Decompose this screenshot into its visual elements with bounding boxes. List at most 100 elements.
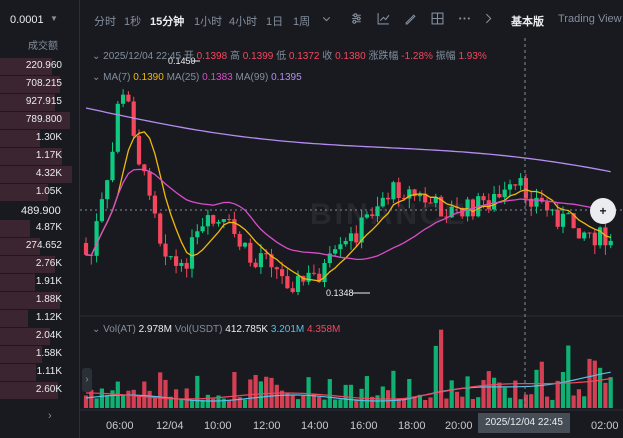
volume-bar: [147, 390, 152, 408]
volume-bar: [566, 345, 571, 408]
interval-tab[interactable]: 1小时: [194, 16, 223, 28]
orderbook-row[interactable]: 1.11K: [0, 364, 80, 381]
candle-body: [105, 180, 110, 200]
candle-body: [290, 288, 295, 292]
chart-area[interactable]: BINANCE 0.1450 0.1348 ⌄ 2025/12/04 22:45 …: [80, 38, 623, 438]
candle-body: [269, 254, 274, 268]
x-tick-label: 20:00: [445, 420, 473, 432]
chevron-down-icon[interactable]: [320, 12, 333, 25]
orderbook-row[interactable]: 1.91K: [0, 274, 80, 291]
orderbook-volume: 1.58K: [35, 348, 62, 359]
depth-bar: [0, 58, 52, 75]
depth-bar: [0, 292, 60, 309]
more-icon[interactable]: [458, 12, 471, 25]
candle-body: [174, 256, 179, 266]
volume-bar: [507, 397, 513, 408]
interval-tab[interactable]: 1周: [293, 16, 311, 28]
interval-tab[interactable]: 分时: [94, 16, 116, 28]
volume-bar: [380, 386, 385, 408]
ma25-label: MA(25): [166, 72, 200, 83]
candle-body: [375, 206, 380, 217]
orderbook-row[interactable]: 1.88K: [0, 292, 80, 309]
interval-tab[interactable]: 4小时: [229, 16, 258, 28]
amp-label: 振幅: [435, 51, 456, 62]
candle-body: [338, 244, 343, 250]
chevron-right-icon[interactable]: ›: [48, 410, 52, 422]
orderbook-volume: 789.800: [25, 114, 62, 125]
orderbook-row[interactable]: 2.76K: [0, 256, 80, 273]
candle-body: [582, 232, 587, 239]
x-tick-label: 12/04: [156, 420, 184, 432]
low-marker-label: 0.1348: [326, 288, 354, 298]
orderbook-row[interactable]: 927.915: [0, 94, 80, 111]
volume-bar: [545, 396, 550, 408]
chevron-down-icon[interactable]: ▼: [50, 14, 58, 23]
chevron-down-icon[interactable]: ⌄: [92, 51, 101, 62]
candle-body: [492, 194, 497, 210]
precision-select[interactable]: 0.0001: [10, 14, 44, 26]
scroll-left-handle[interactable]: ›: [82, 368, 92, 392]
volume-bar: [327, 379, 332, 408]
orderbook-row[interactable]: 708.215: [0, 76, 80, 93]
layout-icon[interactable]: [431, 12, 444, 25]
orderbook-row[interactable]: 274.652: [0, 238, 80, 255]
candle-body: [242, 242, 248, 247]
candle-body: [449, 206, 454, 218]
candle-body: [380, 197, 385, 207]
candle-body: [152, 195, 157, 214]
volume-bar: [227, 399, 232, 408]
volume-bar: [513, 380, 518, 408]
interval-tab-active[interactable]: 15分钟: [150, 16, 185, 28]
candle-body: [311, 272, 316, 274]
indicator-icon[interactable]: [377, 12, 390, 25]
volume-bar: [200, 399, 205, 408]
orderbook-row[interactable]: 1.17K: [0, 148, 80, 165]
chevron-down-icon[interactable]: ⌄: [92, 324, 101, 335]
candle-body: [189, 237, 195, 269]
orderbook-row[interactable]: 1.05K: [0, 184, 80, 201]
candle-body: [184, 262, 189, 269]
view-tradingview-tab[interactable]: Trading View: [558, 13, 622, 25]
orderbook-row[interactable]: 1.30K: [0, 130, 80, 147]
volume-bar: [189, 399, 195, 408]
orderbook-volume: 4.87K: [35, 222, 62, 233]
orderbook-row[interactable]: 1.58K: [0, 346, 80, 363]
draw-icon[interactable]: [404, 12, 417, 25]
view-basic-tab[interactable]: 基本版: [511, 16, 544, 28]
orderbook-row[interactable]: 220.960: [0, 58, 80, 75]
volume-bar: [348, 384, 354, 408]
orderbook-row[interactable]: 2.04K: [0, 328, 80, 345]
orderbook-row[interactable]: 4.32K: [0, 166, 80, 183]
volume-bar: [232, 371, 237, 408]
candle-body: [205, 215, 210, 227]
orderbook-row[interactable]: 1.12K: [0, 310, 80, 327]
orderbook-volume: 1.88K: [35, 294, 62, 305]
orderbook-row[interactable]: 789.800: [0, 112, 80, 129]
interval-tab[interactable]: 1日: [266, 16, 284, 28]
volume-bar: [168, 396, 173, 408]
volume-bar: [603, 382, 608, 408]
volume-bar: [317, 396, 322, 408]
ma-legend: ⌄ MA(7) 0.1390 MA(25) 0.1383 MA(99) 0.13…: [92, 72, 302, 83]
settings-icon[interactable]: [350, 12, 363, 25]
candle-body: [407, 189, 412, 199]
high-value: 0.1399: [242, 51, 274, 62]
depth-bar: [0, 220, 30, 237]
candle-body: [523, 178, 528, 199]
volume-bar: [497, 382, 502, 408]
expand-icon[interactable]: [482, 12, 495, 25]
depth-bar: [0, 274, 35, 291]
candle-body: [592, 232, 597, 246]
candle-body: [94, 221, 99, 256]
interval-tab[interactable]: 1秒: [124, 16, 142, 28]
candle-body: [401, 197, 407, 199]
close-label: 收: [322, 51, 333, 62]
volume-bar: [449, 380, 454, 408]
candlestick-chart[interactable]: 0.1450 0.1348: [80, 38, 623, 438]
add-order-button[interactable]: +: [590, 198, 616, 224]
chevron-down-icon[interactable]: ⌄: [92, 72, 101, 83]
volume-bar: [444, 398, 449, 408]
orderbook-row[interactable]: 4.87K: [0, 220, 80, 237]
orderbook-row[interactable]: 2.60K: [0, 382, 80, 399]
candle-body: [539, 197, 544, 202]
